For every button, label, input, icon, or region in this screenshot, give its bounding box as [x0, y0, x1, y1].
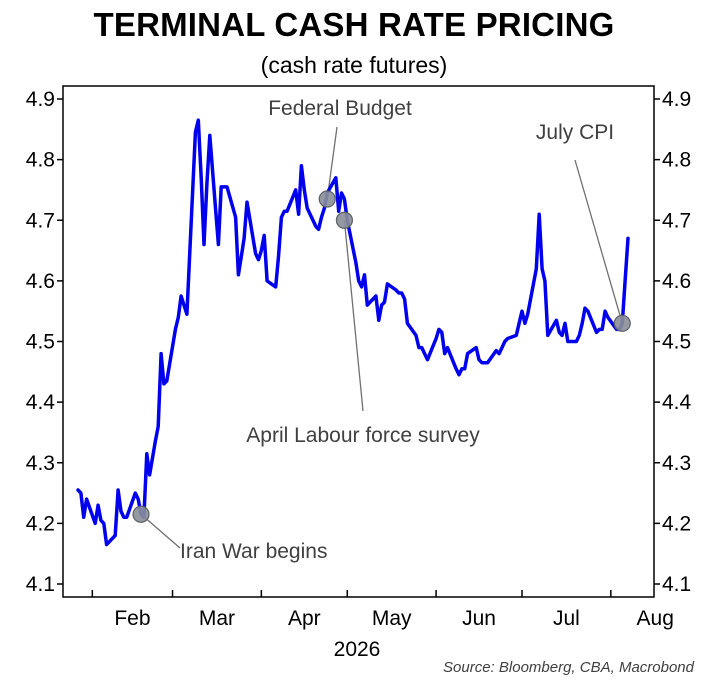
annotation-label: Iran War begins — [180, 540, 327, 563]
annotation-marker — [335, 211, 354, 229]
y-tick-label-left: 4.1 — [26, 573, 55, 596]
annotation-marker — [613, 314, 631, 332]
annotation-leader-line — [343, 220, 364, 412]
y-axis-right: 4.1 4.2 4.3 4.4 4.5 4.6 4.7 4.8 4.9 — [654, 88, 692, 596]
annotation-labels: Iran War begins Federal Budget April Labou… — [180, 97, 614, 563]
y-tick-label-left: 4.8 — [26, 149, 55, 172]
y-tick-label-left: 4.7 — [26, 209, 55, 232]
x-tick-label: Mar — [199, 607, 235, 630]
x-year-label: 2026 — [334, 638, 381, 661]
annotation-label: July CPI — [536, 121, 614, 144]
x-tick-label: May — [372, 607, 412, 630]
chart-title: TERMINAL CASH RATE PRICING — [93, 6, 615, 43]
chart-subtitle: (cash rate futures) — [260, 52, 448, 78]
y-tick-label-right: 4.8 — [662, 149, 691, 172]
annotation-label: April Labour force survey — [246, 424, 480, 447]
y-tick-label-left: 4.4 — [26, 391, 56, 414]
y-tick-label-right: 4.7 — [662, 209, 691, 232]
plot-frame — [62, 85, 655, 598]
y-tick-label-left: 4.9 — [26, 88, 55, 111]
annotation-label: Federal Budget — [268, 97, 412, 120]
y-axis-left: 4.1 4.2 4.3 4.4 4.5 4.6 4.7 4.8 4.9 — [26, 88, 63, 596]
y-tick-label-left: 4.6 — [26, 270, 55, 293]
x-tick-label: Jun — [462, 607, 496, 630]
x-tick-label: Feb — [114, 607, 150, 630]
annotation-markers — [132, 190, 631, 523]
y-tick-label-left: 4.3 — [26, 452, 55, 475]
x-tick-label: Jul — [553, 607, 580, 630]
y-tick-label-right: 4.5 — [662, 331, 691, 354]
annotation-marker — [318, 190, 336, 208]
y-tick-label-right: 4.1 — [662, 573, 691, 596]
y-tick-label-right: 4.2 — [662, 512, 691, 535]
y-tick-label-left: 4.5 — [26, 331, 55, 354]
y-tick-label-right: 4.9 — [662, 88, 691, 111]
x-axis: Feb Mar Apr May Jun Jul Aug 2026 — [91, 590, 674, 661]
x-tick-label: Apr — [288, 607, 321, 630]
annotation-marker — [132, 505, 150, 523]
y-tick-label-right: 4.4 — [662, 391, 692, 414]
annotation-leader-line — [574, 159, 623, 324]
y-tick-label-right: 4.3 — [662, 452, 691, 475]
y-tick-label-left: 4.2 — [26, 512, 55, 535]
y-tick-label-right: 4.6 — [662, 270, 691, 293]
x-tick-label: Aug — [637, 607, 674, 630]
source-note: Source: Bloomberg, CBA, Macrobond — [443, 659, 694, 676]
series-line-terminal-cash-rate — [76, 118, 630, 547]
